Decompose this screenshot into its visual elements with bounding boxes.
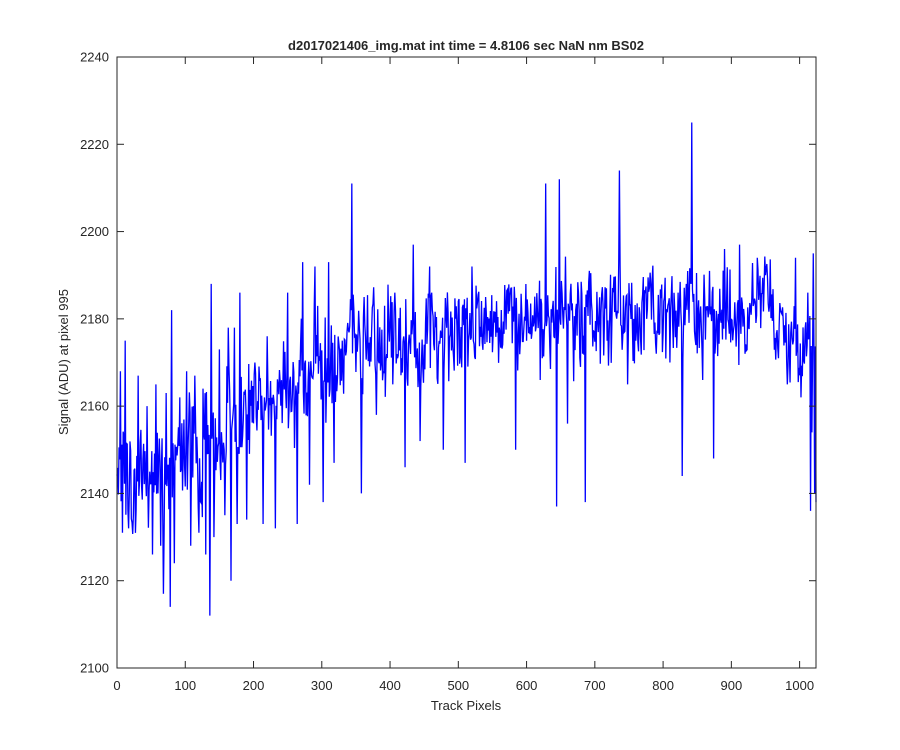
x-axis-label: Track Pixels (431, 698, 502, 713)
x-tick-label: 400 (379, 678, 401, 693)
y-tick-label: 2240 (80, 50, 109, 65)
x-tick-label: 300 (311, 678, 333, 693)
y-axis-label: Signal (ADU) at pixel 995 (56, 289, 71, 435)
y-tick-label: 2160 (80, 399, 109, 414)
x-tick-label: 600 (516, 678, 538, 693)
x-tick-label: 800 (652, 678, 674, 693)
signal-series-line (116, 122, 817, 616)
x-tick-label: 0 (113, 678, 120, 693)
y-tick-label: 2120 (80, 573, 109, 588)
y-tick-label: 2200 (80, 224, 109, 239)
plot-frame (116, 56, 817, 669)
y-tick-label: 2100 (80, 661, 109, 676)
y-axis: 2100 2120 2140 2160 2180 2200 2220 2240 (80, 50, 816, 676)
y-tick-label: 2140 (80, 486, 109, 501)
x-tick-label: 700 (584, 678, 606, 693)
x-tick-label: 900 (721, 678, 743, 693)
y-tick-label: 2180 (80, 311, 109, 326)
chart-title: d2017021406_img.mat int time = 4.8106 se… (288, 38, 644, 53)
x-tick-label: 500 (447, 678, 469, 693)
x-tick-label: 1000 (785, 678, 814, 693)
x-axis: 0 100 200 300 400 500 600 700 800 900 1000 (113, 57, 814, 693)
x-tick-label: 100 (174, 678, 196, 693)
series-layer (116, 122, 817, 616)
plot-area (117, 57, 816, 668)
y-tick-label: 2220 (80, 137, 109, 152)
x-tick-label: 200 (243, 678, 265, 693)
